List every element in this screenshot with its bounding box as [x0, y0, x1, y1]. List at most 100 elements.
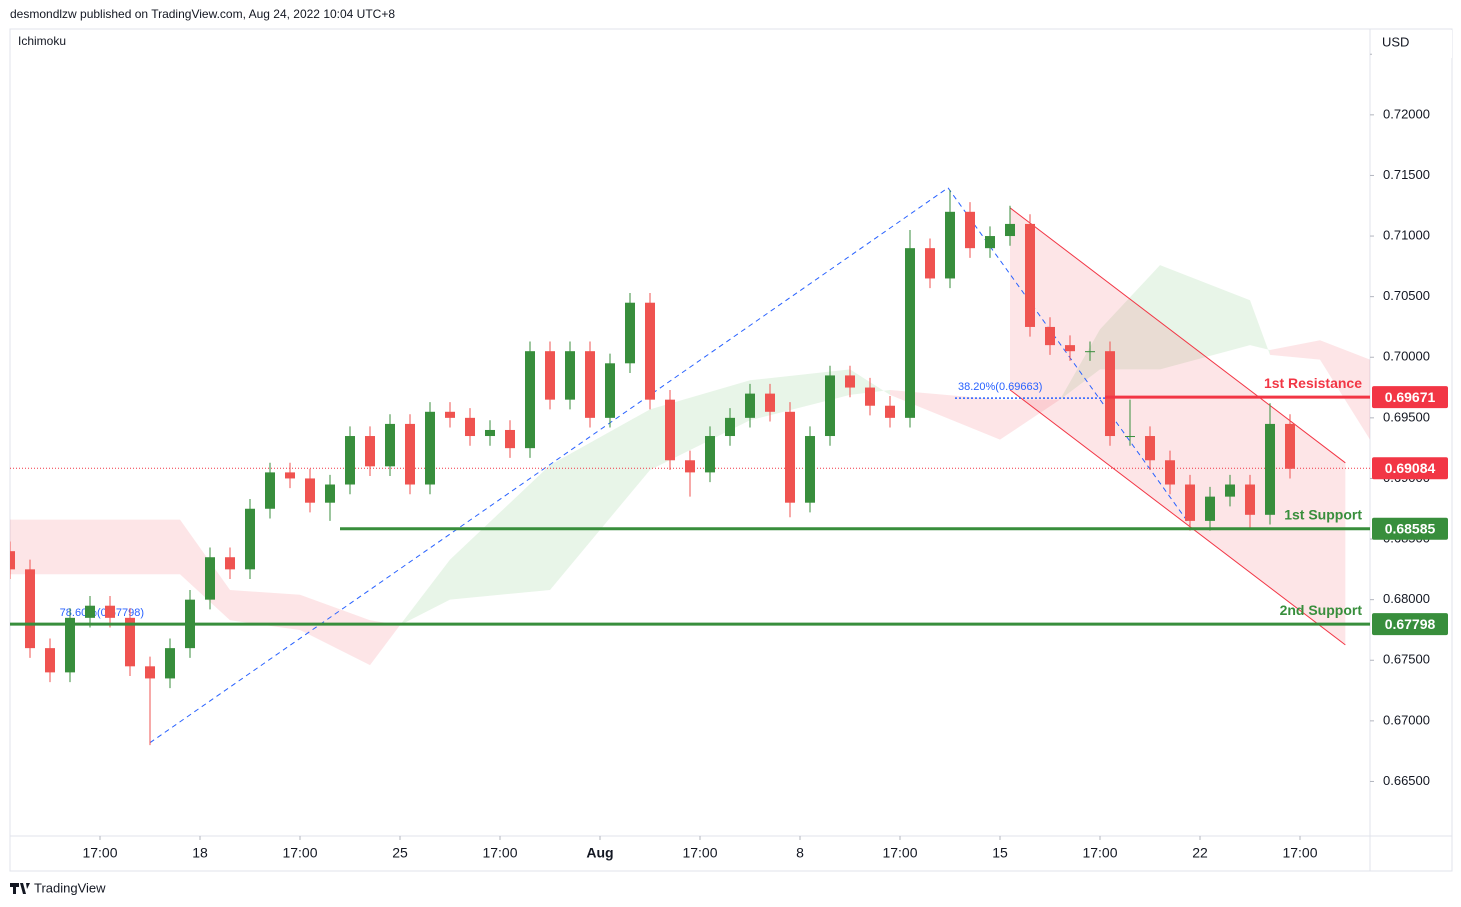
- level-name: 1st Support: [1284, 506, 1362, 522]
- ichimoku-cloud: [300, 594, 370, 666]
- candle-body: [805, 436, 815, 503]
- candle-body: [1005, 223, 1015, 237]
- candle-body: [1285, 423, 1295, 469]
- candle-body: [1205, 496, 1215, 521]
- candle-body: [65, 617, 75, 673]
- price-label: 0.69084: [1385, 460, 1436, 476]
- ichimoku-cloud: [10, 519, 180, 575]
- candle-body: [945, 211, 955, 279]
- candle-body: [765, 393, 775, 412]
- candle-body: [345, 436, 355, 485]
- candle-body: [205, 557, 215, 600]
- x-tick-label: 17:00: [882, 845, 917, 861]
- candle-body: [865, 387, 875, 406]
- channel-lower: [1009, 389, 1346, 646]
- candle-body: [845, 375, 855, 388]
- price-label-box: [1372, 613, 1448, 636]
- x-tick-label: 22: [1192, 845, 1208, 861]
- x-tick-label: Aug: [586, 845, 613, 861]
- candle-body: [965, 211, 975, 249]
- y-tick-label: 0.70500: [1383, 288, 1430, 303]
- x-tick-label: 17:00: [682, 845, 717, 861]
- ichimoku-cloud: [890, 389, 1000, 440]
- x-tick-label: 8: [796, 845, 804, 861]
- candle-body: [285, 472, 295, 479]
- ichimoku-cloud: [370, 620, 400, 666]
- publish-info: desmondlzw published on TradingView.com,…: [10, 7, 395, 21]
- candle-body: [685, 460, 695, 473]
- candle-body: [465, 417, 475, 437]
- ichimoku-cloud: [230, 589, 300, 630]
- ichimoku-cloud: [1160, 265, 1250, 370]
- candle-body: [565, 351, 575, 400]
- candle-body: [1085, 351, 1095, 353]
- candle-body: [885, 405, 895, 418]
- candle-body: [1225, 484, 1235, 497]
- candle-body: [1045, 326, 1055, 346]
- x-tick-label: 17:00: [1082, 845, 1117, 861]
- price-label-box: [1372, 386, 1448, 409]
- candle-body: [325, 484, 335, 503]
- candle-body: [745, 393, 755, 418]
- x-tick-label: 18: [192, 845, 208, 861]
- level-name: 2nd Support: [1280, 602, 1363, 618]
- candle-body: [485, 429, 495, 437]
- y-tick-label: 0.70000: [1383, 349, 1430, 364]
- y-tick-label: 0.67500: [1383, 652, 1430, 667]
- price-label: 0.69671: [1385, 389, 1436, 405]
- y-unit: USD: [1382, 34, 1409, 49]
- y-tick-label: 0.68000: [1383, 591, 1430, 606]
- candle-body: [225, 557, 235, 570]
- candle-body: [1105, 351, 1115, 437]
- x-tick-label: 17:00: [1282, 845, 1317, 861]
- channel-upper: [1009, 207, 1346, 464]
- ichimoku-cloud: [1000, 399, 1060, 440]
- channel-fill: [1010, 207, 1346, 645]
- candle-body: [705, 436, 715, 473]
- price-label: 0.68585: [1385, 520, 1436, 536]
- brand-logo: TradingView: [10, 880, 106, 895]
- candle-body: [25, 569, 35, 649]
- price-label: 0.67798: [1385, 616, 1436, 632]
- x-tick-label: 17:00: [482, 845, 517, 861]
- level-name: 1st Resistance: [1264, 375, 1362, 391]
- candle-body: [925, 248, 935, 279]
- candle-body: [665, 399, 675, 461]
- candle-body: [585, 351, 595, 418]
- plot-area: 78.60%(0.67798) 38.20%(0.69663): [10, 187, 1370, 746]
- y-tick-label: 0.69500: [1383, 409, 1430, 424]
- candle-body: [785, 411, 795, 503]
- y-tick-label: 0.66500: [1383, 773, 1430, 788]
- candle-body: [1065, 345, 1075, 352]
- y-tick-label: 0.71000: [1383, 227, 1430, 242]
- unit-bg: [1372, 30, 1452, 58]
- candle-body: [905, 248, 915, 418]
- candle-body: [825, 375, 835, 437]
- candle-body: [305, 478, 315, 503]
- chart-frame: [9, 28, 1453, 872]
- candle-body: [445, 411, 455, 418]
- x-tick-label: 17:00: [82, 845, 117, 861]
- ichimoku-cloud: [550, 409, 650, 590]
- candle-body: [1025, 223, 1035, 327]
- candle-body: [10, 551, 15, 570]
- candle-body: [985, 236, 995, 249]
- price-label-box: [1372, 517, 1448, 540]
- indicator-label: Ichimoku: [18, 34, 66, 48]
- candle-body: [265, 472, 275, 509]
- price-label-box: [1372, 457, 1448, 480]
- ichimoku-cloud: [400, 559, 450, 626]
- candle-body: [1145, 436, 1155, 461]
- brand-name: TradingView: [34, 880, 106, 895]
- y-tick-label: 0.67000: [1383, 712, 1430, 727]
- candle-body: [165, 648, 175, 679]
- candle-body: [1125, 436, 1135, 438]
- candle-body: [385, 423, 395, 467]
- x-tick-label: 25: [392, 845, 408, 861]
- candle-body: [425, 411, 435, 485]
- ichimoku-cloud: [1320, 340, 1370, 440]
- candle-body: [1265, 423, 1275, 515]
